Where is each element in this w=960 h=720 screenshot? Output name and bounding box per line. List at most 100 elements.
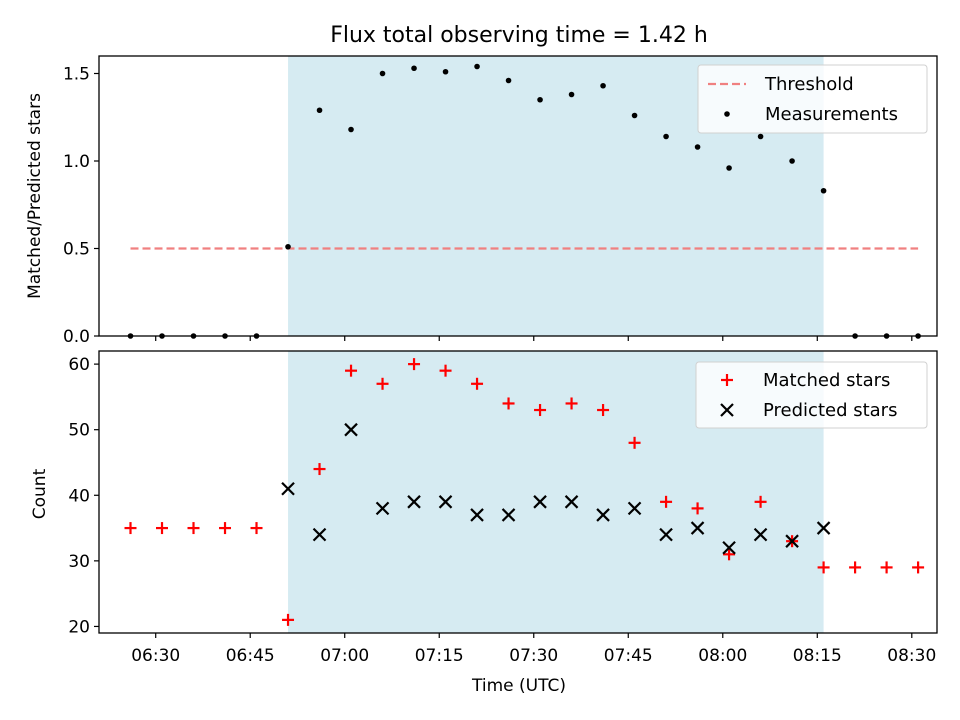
measurement-point [348, 126, 354, 133]
matched-star-point [187, 522, 200, 535]
matched-star-point [628, 436, 641, 449]
predicted-star-point [375, 501, 390, 516]
matched-star-point [723, 548, 736, 561]
bottom-y-axis: 20 30 40 50 60 [68, 355, 99, 637]
measurement-point [631, 112, 638, 119]
matched-star-point [376, 377, 389, 390]
legend-predicted-label: Predicted stars [763, 400, 897, 421]
x-tick-label: 08:15 [793, 646, 842, 666]
bottom-y-axis-label: Count [30, 468, 50, 519]
top-axes-frame [98, 55, 938, 337]
measurement-point [379, 70, 386, 77]
x-tick-label: 07:45 [604, 646, 653, 666]
predicted-star-point [564, 495, 579, 509]
predicted-star-point [722, 540, 736, 555]
y-tick-label: 50 [68, 421, 90, 441]
x-tick-label: 08:00 [698, 646, 747, 666]
y-tick-label: 20 [68, 617, 90, 637]
matched-star-point [439, 364, 452, 377]
y-tick-label: 40 [68, 486, 90, 506]
matched-star-point [849, 561, 862, 574]
measurement-point [505, 77, 512, 84]
top-legend: Threshold Measurements [697, 64, 928, 134]
top-panel: Flux total observing time = 1.42 h 0.00.… [25, 23, 938, 347]
predicted-star-point [627, 501, 642, 516]
top-legend-box [697, 64, 928, 134]
measurement-point [663, 133, 669, 140]
bottom-x-axis: 06:30 06:45 07:00 07:15 07:30 07:45 08:00 08:15… [131, 633, 936, 666]
measurement-point [285, 243, 291, 250]
matched-star-point [502, 397, 515, 410]
measurement-point [474, 63, 480, 70]
top-x-axis-ticks [155, 336, 913, 341]
x-tick-label: 07:30 [509, 646, 558, 666]
x-tick-label: 08:30 [887, 646, 936, 666]
matched-star-point [534, 404, 547, 417]
y-tick-label: 1.0 [63, 152, 90, 172]
predicted-star-point [753, 527, 768, 542]
matched-star-point [565, 397, 578, 410]
top-y-axis-label: Matched/Predicted stars [25, 93, 45, 299]
top-y-axis: 0.0 0.5 1.0 1.5 [63, 65, 99, 347]
x-tick-label: 06:45 [226, 646, 275, 666]
measurement-point [789, 158, 795, 164]
measurement-point [600, 82, 606, 89]
matched-star-point [408, 358, 421, 371]
legend-matched-swatch [721, 374, 733, 386]
legend-predicted-swatch [720, 403, 734, 417]
predicted-star-point [312, 527, 327, 542]
predicted-star-point [659, 527, 673, 542]
predicted-star-point [501, 508, 516, 522]
bottom-legend-box [695, 361, 928, 429]
y-tick-label: 60 [68, 355, 90, 375]
x-axis-label: Time (UTC) [471, 676, 566, 696]
matched-star-point [597, 404, 610, 417]
measurement-point [568, 91, 575, 98]
matched-star-point [471, 377, 484, 390]
bottom-panel: 20 30 40 50 60 06:30 06:45 07:00 07:15 07:30 07:4… [30, 350, 938, 696]
matched-star-point [691, 502, 704, 515]
predicted-star-point [281, 481, 295, 496]
measurement-point [537, 96, 543, 103]
matched-star-point [313, 463, 326, 476]
bottom-legend: Matched stars Predicted stars [695, 361, 928, 429]
predicted-star-point [816, 521, 831, 535]
matched-star-point [156, 522, 169, 535]
measurement-point [757, 133, 764, 140]
legend-matched-label: Matched stars [763, 370, 890, 391]
y-tick-label: 0.5 [63, 240, 90, 260]
measurement-point [820, 187, 827, 194]
predicted-star-point [596, 508, 610, 522]
matched-star-point [345, 364, 358, 377]
matched-star-point [282, 613, 295, 626]
measurement-point [442, 68, 449, 75]
measurement-point [694, 144, 701, 150]
measurement-point [726, 165, 732, 171]
matched-star-point [660, 495, 673, 508]
predicted-stars-series [281, 422, 831, 555]
predicted-star-point [407, 495, 421, 509]
predicted-star-point [533, 495, 547, 509]
matched-star-point [250, 522, 263, 535]
y-tick-label: 0.0 [63, 327, 90, 347]
chart-title: Flux total observing time = 1.42 h [330, 23, 708, 48]
predicted-star-point [470, 508, 484, 522]
predicted-star-point [344, 422, 358, 437]
matched-star-point [754, 495, 767, 508]
legend-measurements-swatch [724, 111, 730, 117]
predicted-star-point [690, 521, 705, 535]
y-tick-label: 1.5 [63, 65, 90, 85]
bottom-axes-frame [98, 350, 938, 634]
matched-star-point [817, 561, 830, 574]
x-tick-label: 07:00 [320, 646, 369, 666]
y-tick-label: 30 [68, 552, 90, 572]
legend-measurements-label: Measurements [765, 104, 898, 125]
x-tick-label: 06:30 [131, 646, 180, 666]
legend-threshold-label: Threshold [764, 74, 854, 95]
matched-stars-series [124, 358, 925, 626]
x-tick-label: 07:15 [415, 646, 464, 666]
matched-star-point [219, 522, 232, 535]
matched-star-point [124, 522, 137, 535]
measurement-point [316, 107, 323, 114]
